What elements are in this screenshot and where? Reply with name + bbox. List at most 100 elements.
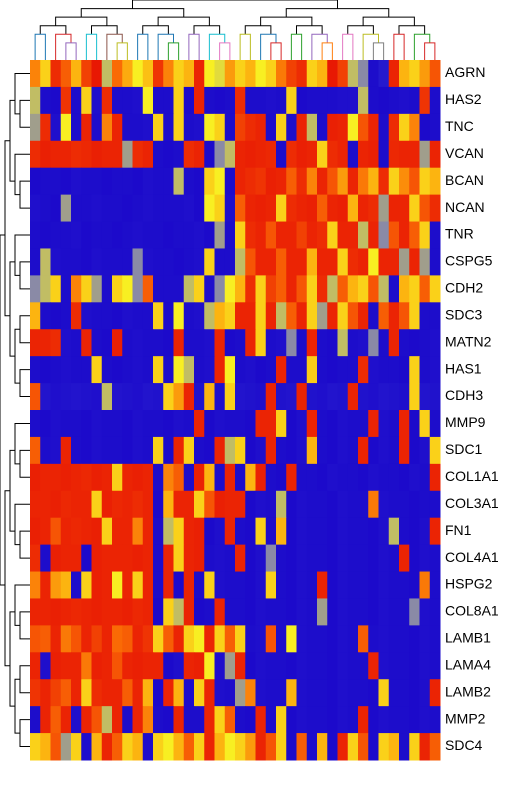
heatmap-cell	[358, 437, 369, 464]
heatmap-cell	[194, 545, 205, 572]
heatmap-cell	[61, 141, 72, 168]
heatmap-cell	[133, 464, 144, 491]
heatmap-cell	[317, 60, 328, 87]
heatmap-cell	[174, 464, 185, 491]
heatmap-cell	[256, 706, 267, 733]
heatmap-cell	[317, 410, 328, 437]
heatmap-cell	[112, 329, 123, 356]
heatmap-cell	[297, 141, 308, 168]
heatmap-cell	[112, 168, 123, 195]
heatmap-cell	[92, 222, 103, 249]
heatmap-cell	[30, 706, 41, 733]
dendrogram-branch	[66, 43, 76, 60]
heatmap-cell	[297, 195, 308, 222]
heatmap-cell	[194, 141, 205, 168]
heatmap-cell	[399, 679, 410, 706]
heatmap-cell	[215, 598, 226, 625]
heatmap-cell	[102, 679, 113, 706]
heatmap-cell	[143, 222, 154, 249]
heatmap-cell	[245, 87, 256, 114]
heatmap-cell	[307, 733, 318, 760]
dendrogram-branch	[20, 262, 30, 289]
heatmap-cell	[225, 248, 236, 275]
heatmap-cell	[215, 168, 226, 195]
heatmap-cell	[215, 572, 226, 599]
dendrogram-branch	[143, 26, 169, 35]
heatmap-cell	[420, 222, 431, 249]
heatmap-cell	[71, 733, 82, 760]
heatmap-cell	[235, 491, 246, 518]
heatmap-cell	[399, 195, 410, 222]
dendrogram-branch	[20, 450, 30, 477]
heatmap-cell	[194, 248, 205, 275]
heatmap-cell	[61, 706, 72, 733]
heatmap-cell	[327, 598, 338, 625]
heatmap-cell	[338, 60, 349, 87]
heatmap-cell	[420, 383, 431, 410]
heatmap-cell	[368, 114, 379, 141]
gene-label: MMP9	[445, 414, 486, 430]
heatmap-cell	[225, 275, 236, 302]
heatmap-cell	[51, 114, 62, 141]
heatmap-cell	[235, 679, 246, 706]
heatmap-cell	[358, 141, 369, 168]
heatmap-cell	[153, 383, 164, 410]
heatmap-cell	[184, 302, 195, 329]
heatmap-cell	[143, 706, 154, 733]
heatmap-cell	[286, 222, 297, 249]
heatmap-cell	[368, 410, 379, 437]
heatmap-cell	[40, 87, 51, 114]
heatmap-cell	[327, 248, 338, 275]
heatmap-cell	[409, 625, 420, 652]
heatmap-cell	[112, 706, 123, 733]
heatmap-cell	[215, 545, 226, 572]
heatmap-cell	[327, 329, 338, 356]
heatmap-cell	[368, 706, 379, 733]
heatmap-cell	[184, 222, 195, 249]
heatmap-cell	[297, 598, 308, 625]
heatmap-cell	[51, 275, 62, 302]
heatmap-cell	[133, 572, 144, 599]
heatmap-cell	[235, 383, 246, 410]
heatmap-cell	[348, 652, 359, 679]
heatmap-cell	[399, 248, 410, 275]
dendrogram-branch	[0, 235, 5, 585]
heatmap-cell	[133, 356, 144, 383]
heatmap-cell	[122, 545, 133, 572]
heatmap-cell	[194, 195, 205, 222]
heatmap-cell	[245, 437, 256, 464]
heatmap-cell	[61, 464, 72, 491]
heatmap-cell	[245, 168, 256, 195]
heatmap-cell	[194, 222, 205, 249]
heatmap-cell	[112, 598, 123, 625]
heatmap-cell	[348, 383, 359, 410]
heatmap-cell	[215, 706, 226, 733]
heatmap-cell	[215, 329, 226, 356]
heatmap-cell	[266, 491, 277, 518]
heatmap-cell	[399, 356, 410, 383]
heatmap-cell	[133, 518, 144, 545]
heatmap-cell	[245, 329, 256, 356]
heatmap-cell	[276, 114, 287, 141]
heatmap-cell	[71, 679, 82, 706]
heatmap-cell	[430, 652, 441, 679]
heatmap-cell	[409, 733, 420, 760]
heatmap-cell	[286, 168, 297, 195]
heatmap-cell	[379, 625, 390, 652]
heatmap-cell	[71, 518, 82, 545]
heatmap-cell	[153, 464, 164, 491]
heatmap-cell	[317, 545, 328, 572]
heatmap-cell	[143, 275, 154, 302]
heatmap-cell	[327, 706, 338, 733]
dendrogram-branch	[245, 26, 271, 35]
dendrogram-branch	[20, 666, 30, 693]
dendrogram-branch	[15, 154, 30, 194]
heatmap-cell	[399, 302, 410, 329]
heatmap-cell	[389, 222, 400, 249]
heatmap-cell	[61, 195, 72, 222]
heatmap-cell	[358, 248, 369, 275]
heatmap-cell	[153, 733, 164, 760]
heatmap-cell	[51, 437, 62, 464]
heatmap-cell	[133, 275, 144, 302]
heatmap-cell	[174, 275, 185, 302]
